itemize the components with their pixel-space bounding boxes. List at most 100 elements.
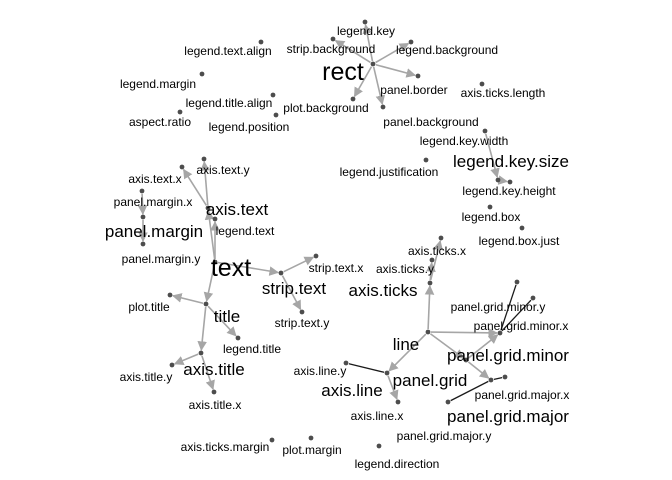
node-dot-legend-box-just bbox=[519, 225, 525, 231]
node-text: text bbox=[211, 254, 251, 282]
node-label-panel-grid-minor: panel.grid.minor bbox=[447, 346, 569, 365]
edge-axis-ticks-to-axis-ticks-y bbox=[426, 262, 436, 281]
node-label-legend-text-align: legend.text.align bbox=[184, 44, 271, 58]
node-panel-grid-major-x: panel.grid.major.x bbox=[475, 374, 569, 402]
node-dot-plot-title bbox=[167, 292, 173, 298]
node-dot-panel-grid bbox=[463, 357, 469, 363]
node-label-legend-margin: legend.margin bbox=[120, 77, 196, 91]
edge-legend-key-width-to-legend-key-size bbox=[484, 133, 500, 179]
node-label-legend-justification: legend.justification bbox=[340, 165, 439, 179]
node-dot-legend-key-height bbox=[507, 179, 513, 185]
node-line: line bbox=[393, 329, 431, 354]
node-axis-title-x: axis.title.x bbox=[189, 389, 242, 412]
edge-axis-text-to-axis-text-y bbox=[200, 161, 210, 206]
node-dot-legend-position bbox=[273, 112, 279, 118]
node-dot-panel-margin-x bbox=[139, 188, 145, 194]
node-label-legend-title-align: legend.title.align bbox=[186, 96, 273, 110]
node-dot-panel-margin bbox=[140, 214, 146, 220]
edge-rect-to-legend-key bbox=[362, 24, 374, 62]
node-label-line: line bbox=[393, 335, 419, 354]
node-label-plot-margin: plot.margin bbox=[282, 443, 341, 457]
node-dot-legend-key-size bbox=[495, 177, 501, 183]
node-dot-legend-background bbox=[408, 39, 414, 45]
edge-axis-title-to-axis-title-y bbox=[173, 353, 199, 365]
node-axis-ticks-x: axis.ticks.x bbox=[408, 235, 466, 258]
node-label-legend-box: legend.box bbox=[462, 210, 521, 224]
edge-panel-grid-major-to-panel-grid-major-y bbox=[450, 380, 489, 402]
node-label-panel-grid-major-y: panel.grid.major.y bbox=[397, 429, 492, 443]
node-axis-text-x: axis.text.x bbox=[128, 164, 185, 186]
node-dot-axis-ticks-length bbox=[479, 81, 485, 87]
node-label-strip-text-y: strip.text.y bbox=[275, 316, 330, 330]
nodes-layer: rect legend.key strip.background legend.bac… bbox=[105, 19, 569, 471]
node-legend-background: legend.background bbox=[396, 39, 498, 57]
node-legend-margin: legend.margin bbox=[120, 71, 205, 91]
edge-rect-to-legend-background bbox=[375, 42, 410, 64]
node-label-axis-title-y: axis.title.y bbox=[120, 370, 173, 384]
edge-axis-ticks-to-axis-ticks-x bbox=[429, 239, 443, 281]
node-dot-panel-margin-y bbox=[140, 241, 146, 247]
node-label-panel-margin: panel.margin bbox=[105, 222, 203, 241]
node-dot-axis-ticks-x bbox=[438, 235, 444, 241]
edge-panel-grid-major-to-panel-grid-major-x bbox=[493, 376, 503, 381]
node-panel-grid-major-y: panel.grid.major.y bbox=[397, 399, 492, 443]
edge-title-to-legend-title bbox=[207, 305, 237, 337]
node-dot-legend-direction bbox=[376, 443, 382, 449]
node-label-panel-grid-minor-x: panel.grid.minor.x bbox=[474, 319, 569, 333]
node-axis-ticks-y: axis.ticks.y bbox=[376, 257, 435, 276]
node-dot-line bbox=[425, 329, 431, 335]
node-dot-legend-justification bbox=[423, 157, 429, 163]
node-label-axis-text-x: axis.text.x bbox=[128, 172, 181, 186]
node-panel-margin: panel.margin bbox=[105, 214, 203, 241]
edge-strip-text-to-strip-text-y bbox=[281, 275, 302, 311]
node-strip-text-x: strip.text.x bbox=[309, 253, 363, 275]
edge-axis-title-to-axis-title-x bbox=[201, 355, 215, 391]
node-dot-axis-line-y bbox=[343, 360, 349, 366]
node-dot-panel-border bbox=[415, 73, 421, 79]
node-label-plot-background: plot.background bbox=[283, 101, 368, 115]
node-axis-line: axis.line bbox=[321, 370, 390, 400]
node-axis-line-x: axis.line.x bbox=[351, 399, 403, 423]
node-label-text: text bbox=[211, 254, 251, 282]
node-label-strip-text: strip.text bbox=[262, 279, 327, 298]
node-panel-grid-minor: panel.grid.minor bbox=[447, 330, 569, 365]
node-label-legend-key-size: legend.key.size bbox=[453, 152, 569, 171]
node-dot-legend-text-align bbox=[258, 39, 264, 45]
node-legend-key-height: legend.key.height bbox=[462, 179, 556, 198]
node-dot-axis-title-x bbox=[211, 389, 217, 395]
node-panel-background: panel.background bbox=[380, 104, 479, 129]
node-label-axis-ticks-margin: axis.ticks.margin bbox=[181, 440, 270, 454]
node-label-axis-title-x: axis.title.x bbox=[189, 398, 242, 412]
node-strip-text: strip.text bbox=[262, 270, 327, 298]
edge-legend-key-size-to-legend-key-height bbox=[497, 175, 508, 185]
edge-panel-grid-minor-to-panel-grid-minor-x bbox=[501, 299, 532, 332]
node-legend-box-just: legend.box.just bbox=[479, 225, 560, 248]
node-plot-margin: plot.margin bbox=[282, 435, 342, 457]
node-dot-axis-title bbox=[198, 350, 204, 356]
node-label-aspect-ratio: aspect.ratio bbox=[129, 115, 191, 129]
node-label-axis-text: axis.text bbox=[206, 200, 269, 219]
node-label-legend-key: legend.key bbox=[337, 24, 395, 38]
edge-panel-grid-to-panel-grid-major bbox=[467, 361, 490, 379]
node-axis-ticks: axis.ticks bbox=[349, 280, 433, 300]
edges-layer bbox=[137, 24, 532, 402]
node-axis-ticks-margin: axis.ticks.margin bbox=[181, 437, 275, 454]
node-label-panel-margin-y: panel.margin.y bbox=[122, 252, 201, 266]
node-dot-text bbox=[212, 259, 218, 265]
edge-axis-line-to-axis-line-x bbox=[387, 375, 399, 401]
node-dot-panel-grid-major-x bbox=[502, 374, 508, 380]
node-dot-aspect-ratio bbox=[177, 109, 183, 115]
node-dot-axis-text bbox=[205, 205, 211, 211]
node-strip-background: strip.background bbox=[287, 36, 375, 56]
node-dot-legend-title bbox=[235, 335, 241, 341]
node-legend-box: legend.box bbox=[462, 204, 521, 224]
node-label-panel-grid: panel.grid bbox=[393, 371, 468, 390]
node-dot-axis-title-y bbox=[169, 362, 175, 368]
edge-text-to-title bbox=[203, 264, 216, 303]
node-dot-panel-grid-minor bbox=[497, 330, 503, 336]
node-label-panel-border: panel.border bbox=[380, 83, 447, 97]
node-label-rect: rect bbox=[322, 58, 364, 86]
node-dot-panel-grid-minor-x bbox=[530, 295, 536, 301]
node-dot-axis-line-x bbox=[395, 399, 401, 405]
node-dot-legend-title-align bbox=[270, 92, 276, 98]
